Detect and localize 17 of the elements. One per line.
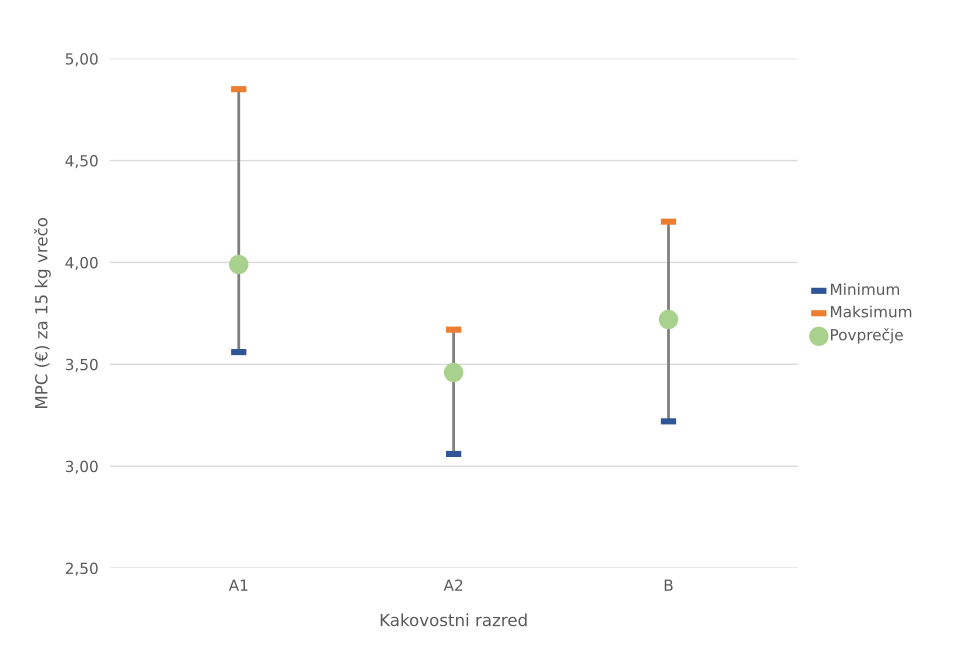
y-tick-label: 3,00 <box>66 460 98 474</box>
legend-label: Maksimum <box>831 306 912 318</box>
point <box>229 254 248 274</box>
y-tick-label: 4,00 <box>65 256 98 270</box>
point <box>444 362 464 382</box>
y-axis-title: MPC (€) za 15 kg vrečo <box>34 218 51 408</box>
y-tick-label: 2,50 <box>66 562 98 576</box>
point <box>658 310 678 330</box>
legend-label: Minimum <box>831 283 900 296</box>
y-tick-label: 3,50 <box>66 358 98 372</box>
y-tick-label: 5,00 <box>66 53 98 66</box>
x-tick-label: A2 <box>444 579 462 591</box>
y-tick-label: 4,50 <box>65 155 98 168</box>
legend-label: Povprečje <box>831 328 903 344</box>
x-tick-label: A1 <box>228 580 248 591</box>
x-tick-label: B <box>664 580 673 591</box>
x-axis-title: Kakovostni razred <box>380 613 527 626</box>
